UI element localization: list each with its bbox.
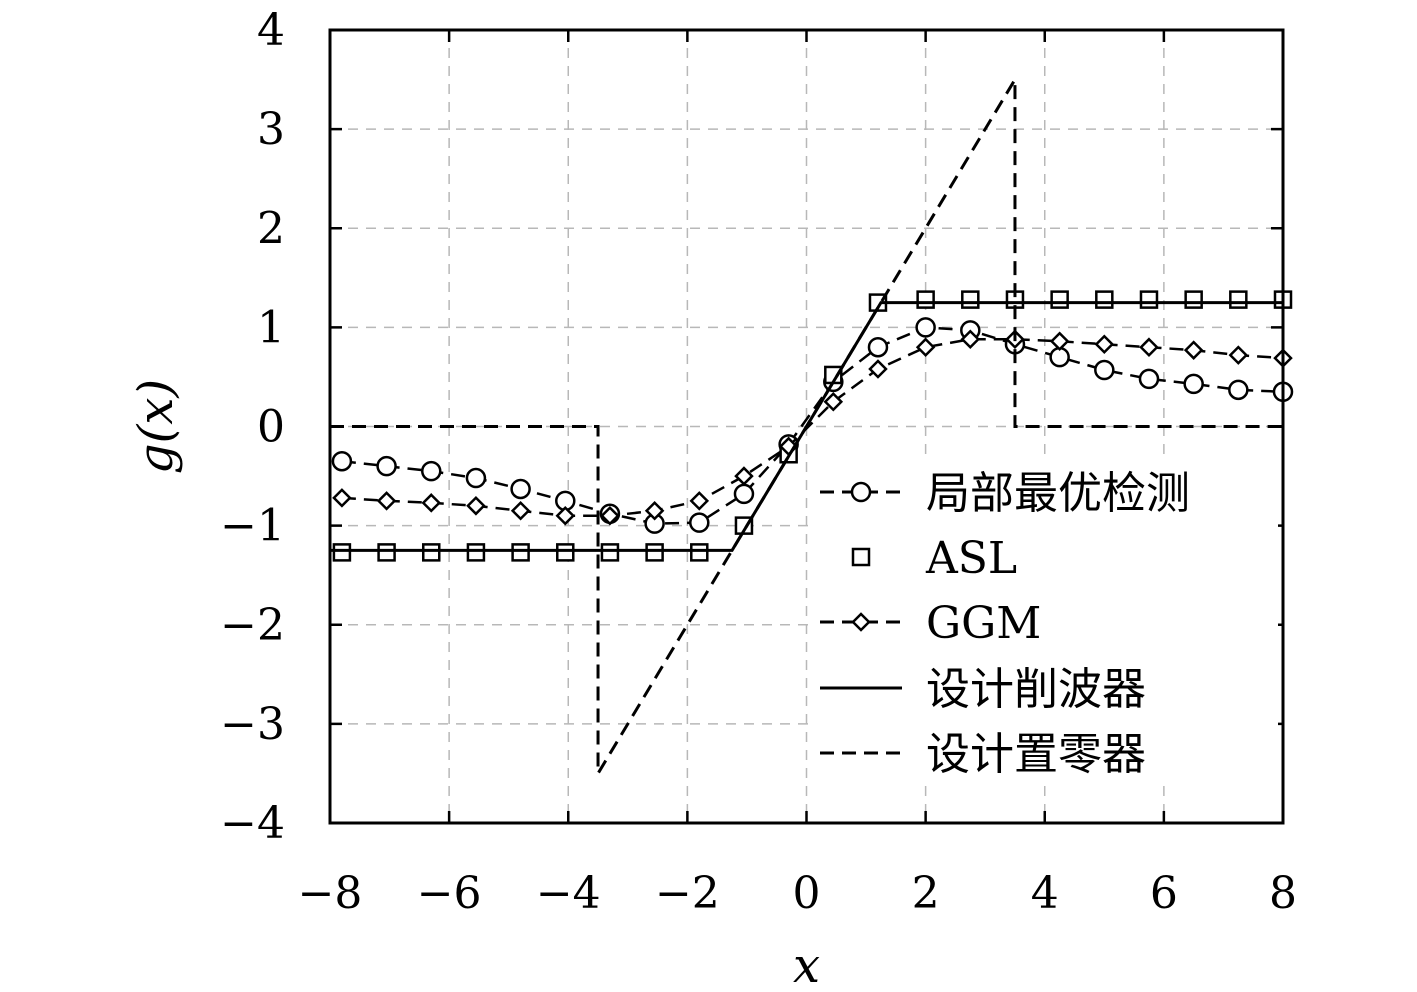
data-point [1183,340,1204,360]
legend-item: ASL [851,533,1017,584]
data-point [867,336,889,358]
x-tick-label: −4 [536,868,601,919]
legend-marker [850,481,872,503]
y-tick-label: −4 [220,798,285,849]
data-point [733,483,755,505]
y-tick-label: 4 [257,5,285,56]
data-point [1228,345,1249,365]
y-tick-label: 0 [257,402,285,453]
data-point [1229,290,1248,309]
series-line [341,338,1284,517]
data-point [332,543,352,562]
y-tick-label: 1 [257,302,285,353]
legend-label: GGM [926,598,1041,649]
data-point [1050,290,1069,309]
data-point [511,543,530,562]
data-point [689,512,710,533]
data-point [1094,359,1115,381]
data-point [915,337,936,357]
data-point [916,290,935,309]
data-point [868,359,888,379]
series-line [330,74,1283,779]
y-tick-label: −1 [220,501,285,552]
legend-label: ASL [925,533,1017,584]
legend-label: 设计置零器 [926,729,1146,780]
legend-item: GGM [820,598,1041,649]
x-tick-label: 8 [1269,868,1297,919]
data-point [960,329,981,350]
data-point [915,317,936,338]
series-line [341,326,1284,525]
data-point [1139,290,1159,309]
data-point [690,543,709,562]
data-point [465,467,487,489]
y-tick-label: −3 [220,699,285,750]
data-point [421,493,442,513]
series-0 [331,317,1294,534]
x-tick-label: −2 [655,868,720,919]
legend-marker [851,612,871,632]
data-point [1183,373,1204,395]
x-tick-label: 4 [1031,868,1059,919]
legend-label: 设计削波器 [926,664,1146,715]
data-point [961,290,980,309]
legend-item: 局部最优检测 [820,468,1190,519]
data-point [1139,337,1159,357]
series-4 [330,74,1283,779]
y-tick-label: 2 [257,203,285,254]
data-point [422,543,441,562]
x-tick-label: 2 [912,868,940,919]
data-point [332,488,352,508]
data-point [556,543,575,562]
data-point [466,496,486,516]
y-tick-label: 3 [257,104,285,155]
data-point [689,491,710,511]
legend-marker [851,547,871,567]
data-point [645,543,664,562]
data-point [1228,379,1249,401]
data-point [1095,290,1114,309]
data-point [377,543,396,562]
y-axis-label: g(x) [128,379,184,474]
data-point [1049,331,1070,352]
legend-item: 设计削波器 [820,664,1146,715]
ticks: −8 −6 −4 −2 0 2 4 6 8 −4 −3 −2 −1 0 1 2 3 4 [220,5,1297,919]
legend-item: 设计置零器 [820,729,1146,780]
data-point [734,466,754,486]
data-point [600,543,620,562]
data-point [466,543,486,562]
data-point [510,478,531,500]
data-point [376,491,397,511]
data-point [510,500,531,521]
data-point [555,505,576,526]
data-point [600,505,620,526]
x-tick-label: −8 [298,868,363,919]
legend-label: 局部最优检测 [926,468,1190,519]
data-point [644,500,665,521]
x-tick-label: 0 [793,868,821,919]
y-tick-label: −2 [220,600,285,651]
data-point [1094,334,1115,354]
x-axis-label: x [793,938,820,992]
data-point [1138,368,1160,390]
data-point [376,455,397,477]
data-point [823,391,844,412]
data-point [331,450,353,472]
x-tick-label: 6 [1150,868,1178,919]
data-point [1184,290,1203,309]
legend-background [808,455,1278,785]
x-tick-label: −6 [417,868,482,919]
data-point [421,460,442,482]
